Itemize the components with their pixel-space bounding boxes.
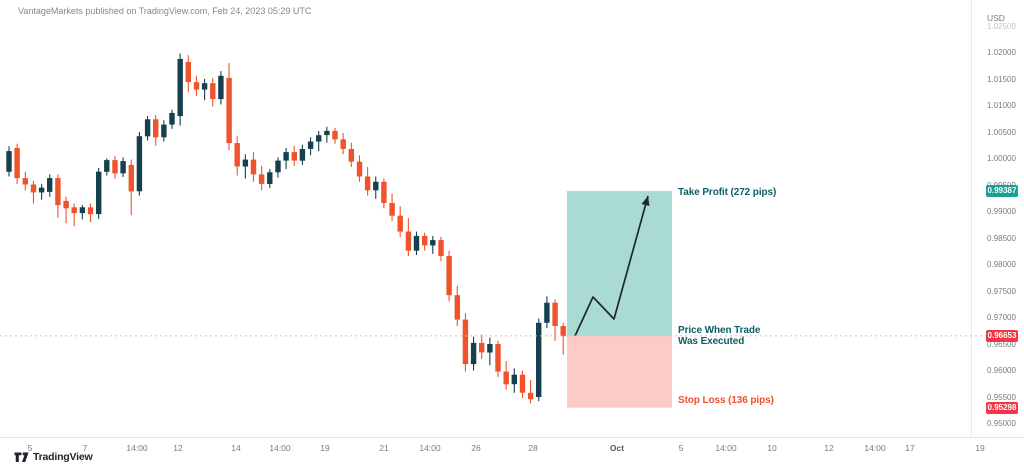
- long-position-tool[interactable]: [567, 191, 672, 408]
- time-axis-separator: [0, 437, 1024, 438]
- price-tick-label: 1.02000: [987, 48, 1016, 57]
- price-tick-label: 0.95000: [987, 419, 1016, 428]
- time-tick-label: 14: [231, 443, 241, 453]
- price-tick-label: 0.96500: [987, 339, 1016, 349]
- time-tick-label: 14:00: [864, 443, 886, 453]
- take-profit-zone: [567, 191, 672, 336]
- candles: [6, 53, 566, 404]
- price-tick-label: 1.02500: [987, 21, 1016, 31]
- entry-price-label: Price When Trade Was Executed: [678, 325, 760, 347]
- price-tick-label: 1.01500: [987, 74, 1016, 84]
- time-tick-label: 14:00: [126, 443, 148, 453]
- time-tick-label: 12: [173, 443, 183, 453]
- time-tick-label: 12: [824, 443, 834, 453]
- time-tick-label: 5: [27, 443, 33, 453]
- price-tick-label: 0.98500: [987, 233, 1016, 243]
- entry-price-badge: 0.96653: [986, 329, 1018, 342]
- entry-price-label-line2: Was Executed: [678, 335, 745, 347]
- price-tick-label: 0.99000: [987, 207, 1016, 216]
- time-tick-label: 21: [379, 443, 389, 453]
- projection-arrow: [574, 195, 649, 337]
- tradingview-logo[interactable]: TradingView: [14, 451, 93, 463]
- take-profit-label: Take Profit (272 pips): [678, 186, 777, 198]
- price-axis[interactable]: USD 1.02500 1.02000 1.01500 1.01000 1.00500 1…: [980, 0, 1024, 437]
- time-axis[interactable]: 5 7 14:00 12 14 14:00 19 21 14:00 26 28 Oct 5 14:00 10…: [0, 438, 1024, 454]
- tradingview-logo-text: TradingView: [33, 451, 93, 463]
- price-tick-label: 1.00000: [987, 154, 1016, 163]
- stop-loss-label: Stop Loss (136 pips): [678, 394, 774, 406]
- time-tick-label: 14:00: [715, 443, 737, 453]
- projection-arrow-head: [641, 196, 650, 206]
- price-tick-label: 0.97000: [987, 313, 1016, 322]
- entry-price-label-line1: Price When Trade: [678, 324, 761, 336]
- price-tick-label: 0.98000: [987, 260, 1016, 269]
- currency-label: USD: [987, 13, 1005, 23]
- time-tick-label: 5: [678, 443, 684, 453]
- time-tick-label: 14:00: [419, 443, 441, 453]
- price-tick-label: 1.00500: [987, 127, 1016, 137]
- attribution-text: VantageMarkets published on TradingView.…: [18, 6, 312, 16]
- tradingview-logo-icon: [14, 452, 29, 462]
- time-tick-label: 17: [905, 443, 915, 453]
- stop-loss-price-badge: 0.95298: [986, 401, 1018, 414]
- time-tick-label: 7: [82, 443, 88, 453]
- stop-loss-zone: [567, 335, 672, 408]
- price-tick-label: 1.01000: [987, 101, 1016, 110]
- time-tick-label: 19: [320, 443, 330, 453]
- time-tick-label: 14:00: [269, 443, 291, 453]
- time-tick-label: Oct: [609, 443, 625, 453]
- time-tick-label: 19: [975, 443, 985, 453]
- price-tick-label: 0.95500: [987, 392, 1016, 402]
- time-tick-label: 10: [767, 443, 777, 453]
- price-tick-label: 0.97500: [987, 286, 1016, 296]
- time-tick-label: 26: [471, 443, 481, 453]
- take-profit-price-badge: 0.99387: [986, 184, 1018, 197]
- price-axis-separator: [971, 0, 972, 438]
- price-tick-label: 0.96000: [987, 366, 1016, 375]
- time-tick-label: 28: [528, 443, 538, 453]
